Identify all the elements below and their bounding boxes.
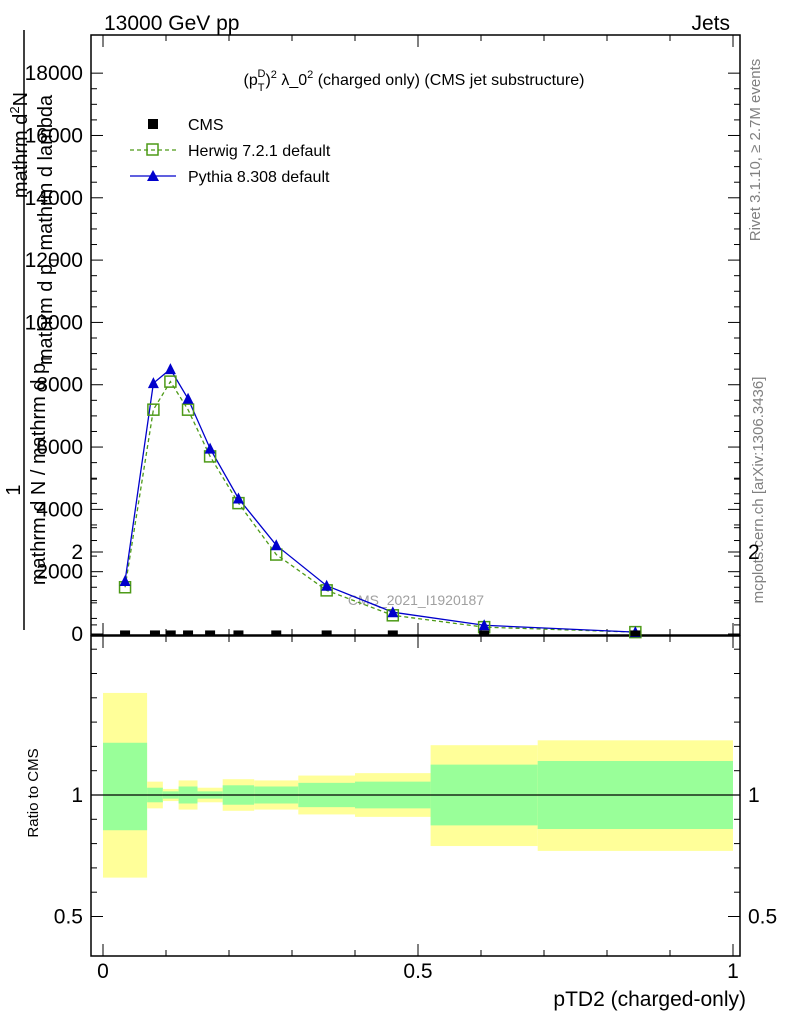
cms-point <box>120 630 131 637</box>
legend-cms-marker <box>148 119 158 129</box>
cms-point <box>630 630 641 637</box>
ratio-y-tick-label-left: 2 <box>71 541 83 564</box>
ratio-y-tick-label-right: 2 <box>748 541 760 564</box>
pythia-point <box>387 606 399 618</box>
header-energy: 13000 GeV pp <box>104 12 239 35</box>
cms-point <box>233 630 244 637</box>
rivet-label: Rivet 3.1.10, ≥ 2.7M events <box>747 59 764 242</box>
series-layer <box>118 363 642 639</box>
pythia-point <box>182 392 194 404</box>
cms-point <box>479 630 490 637</box>
tick-labels: 0 2000 4000 6000 8000 10000 12000 14000 16000 180… <box>25 62 778 983</box>
main-y-tick-label: 16000 <box>25 124 83 147</box>
ratio-y-tick-label-left: 0.5 <box>54 906 83 929</box>
cms-point <box>387 630 398 637</box>
cms-point <box>165 630 176 637</box>
ratio-y-tick-label-right: 1 <box>748 784 760 807</box>
herwig-point <box>164 375 177 388</box>
x-tick-label: 0.5 <box>403 960 432 983</box>
ratio-frame-border <box>90 635 741 957</box>
pythia-point <box>478 619 490 631</box>
pythia-point <box>164 363 176 375</box>
legend-cms-label: CMS <box>188 117 224 134</box>
main-y-tick-label: 2000 <box>36 561 83 584</box>
legend: CMS Herwig 7.2.1 default Pythia 8.308 de… <box>130 117 331 186</box>
pythia-point <box>232 492 244 504</box>
pythia-point <box>204 442 216 454</box>
main-y-tick-label: 12000 <box>25 249 83 272</box>
pythia-point <box>119 575 131 587</box>
pythia-point <box>147 377 159 389</box>
ratio-y-tick-label-left: 1 <box>71 784 83 807</box>
ylabel-one: 1 <box>3 484 25 495</box>
cms-point <box>271 630 282 637</box>
legend-herwig-marker <box>146 143 159 156</box>
main-plot-frame <box>90 34 741 636</box>
main-y-tick-label: 4000 <box>36 498 83 521</box>
main-y-tick-label: 10000 <box>25 311 83 334</box>
x-tick-label: 1 <box>727 960 739 983</box>
main-y-tick-label: 18000 <box>25 62 83 85</box>
legend-pythia-marker <box>147 170 159 181</box>
pythia-point <box>270 539 282 551</box>
plot-title: (pTD)2 λ_02 (charged only) (CMS jet subs… <box>244 68 585 94</box>
main-y-label: mathrm d2N mathrm d pT mathrm d lambda 1… <box>3 30 61 630</box>
main-y-tick-label: 14000 <box>25 187 83 210</box>
ylabel-numerator: mathrm d2N <box>7 92 32 198</box>
main-y-tick-label: 0 <box>71 623 83 646</box>
cms-point <box>183 630 194 637</box>
legend-herwig-label: Herwig 7.2.1 default <box>188 143 331 160</box>
cms-point <box>321 630 332 637</box>
ratio-bands <box>103 692 733 878</box>
pythia-point <box>321 579 333 591</box>
mcplots-label: mcplots.cern.ch [arXiv:1306.3436] <box>750 377 767 604</box>
ratio-y-label: Ratio to CMS <box>25 748 42 837</box>
herwig-point <box>181 403 195 416</box>
ratio-plot-frame <box>90 478 741 957</box>
ratio-stat-band <box>103 742 148 831</box>
header-jets: Jets <box>691 12 730 35</box>
ylabel-denominator: mathrm d pT mathrm d lambda <box>35 94 61 365</box>
x-tick-label: 0 <box>97 960 109 983</box>
main-y-tick-label: 6000 <box>36 436 83 459</box>
main-frame-border <box>90 34 741 636</box>
cms-point <box>149 630 160 637</box>
x-axis-label: pTD2 (charged-only) <box>553 988 746 1011</box>
cms-point <box>205 630 216 637</box>
ratio-y-tick-label-right: 0.5 <box>748 906 777 929</box>
main-y-tick-label: 8000 <box>36 374 83 397</box>
herwig-point <box>147 403 160 416</box>
legend-pythia-label: Pythia 8.308 default <box>188 169 330 186</box>
ylabel-fraction-den: mathrm d N / mathrm d pT <box>28 355 54 585</box>
analysis-watermark: CMS_2021_I1920187 <box>348 592 484 608</box>
